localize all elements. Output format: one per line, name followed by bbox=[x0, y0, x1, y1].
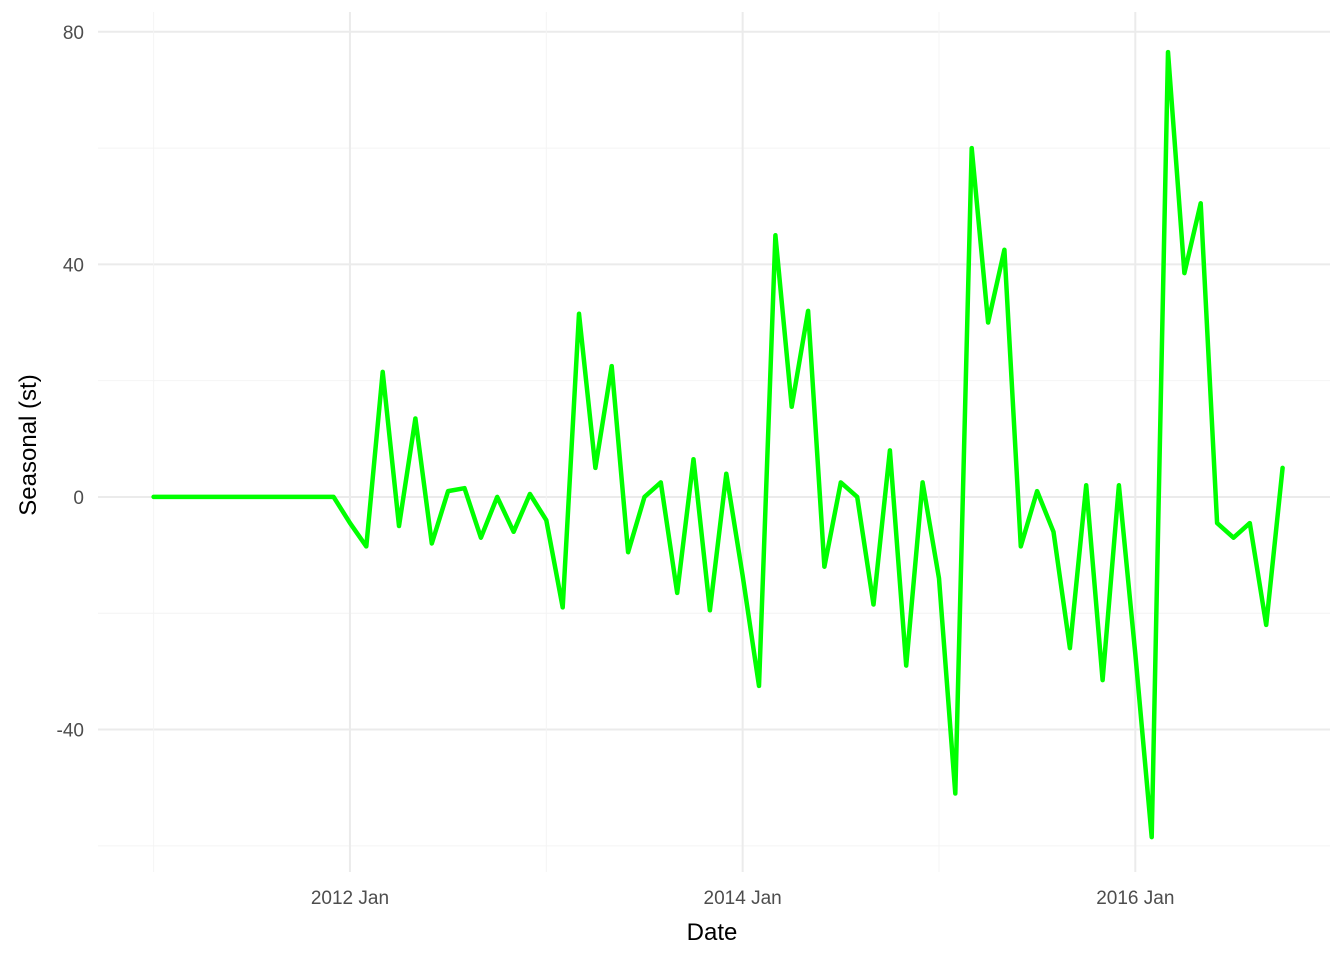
x-tick-label: 2012 Jan bbox=[311, 888, 389, 909]
x-tick-label: 2014 Jan bbox=[704, 888, 782, 909]
y-tick-label: -40 bbox=[57, 721, 84, 742]
y-tick-label: 0 bbox=[73, 488, 84, 509]
series-line bbox=[151, 49, 1285, 840]
series-layer bbox=[151, 49, 1285, 840]
y-tick-label: 40 bbox=[63, 255, 84, 276]
x-tick-label: 2016 Jan bbox=[1096, 888, 1174, 909]
x-axis-title: Date bbox=[687, 919, 738, 946]
y-tick-labels: -40 0 40 80 bbox=[57, 23, 84, 742]
x-tick-labels: 2012 Jan 2014 Jan 2016 Jan bbox=[311, 888, 1175, 909]
y-axis-title: Seasonal (st) bbox=[15, 374, 42, 515]
y-tick-label: 80 bbox=[63, 23, 84, 44]
